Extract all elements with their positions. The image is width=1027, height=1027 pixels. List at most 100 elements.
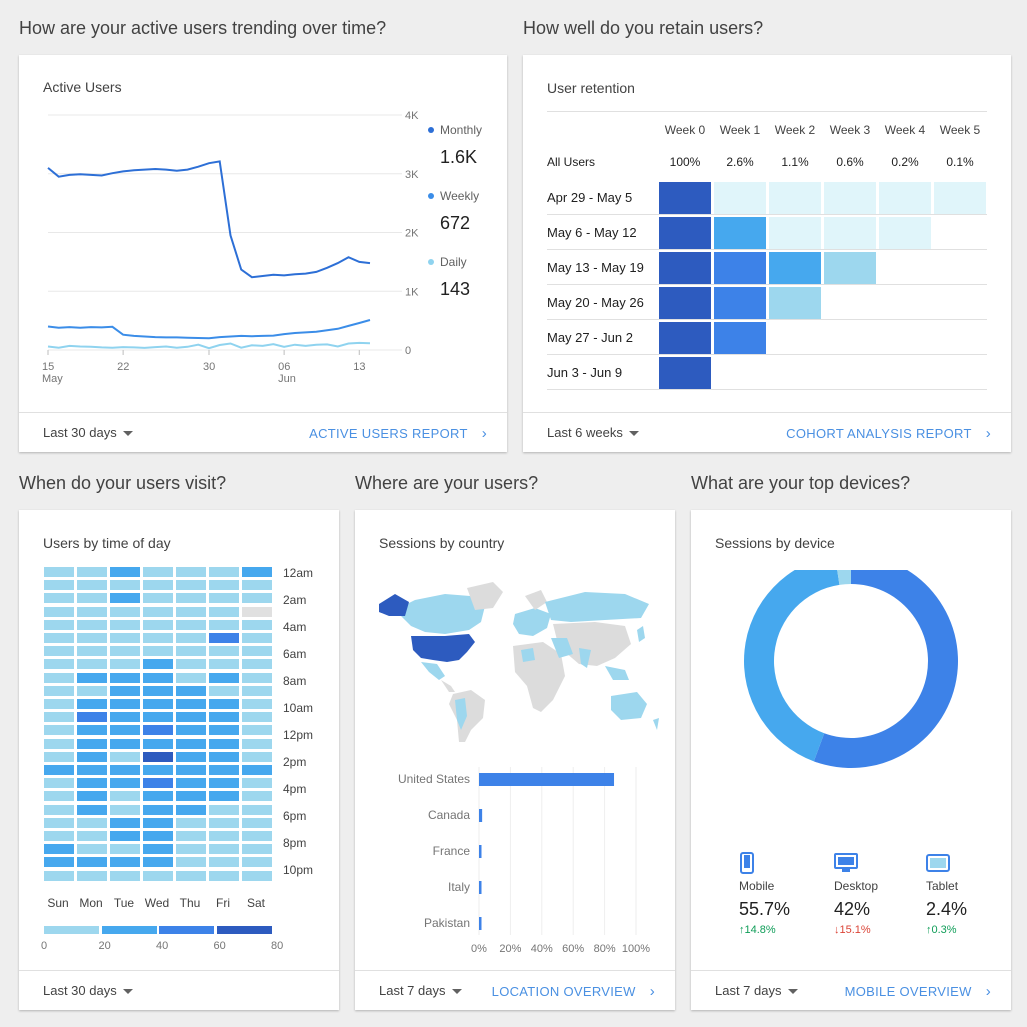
donut-slice-tablet bbox=[837, 570, 851, 585]
heatmap-cell bbox=[77, 831, 107, 841]
heatmap-cell bbox=[209, 672, 239, 683]
heatmap-cell bbox=[143, 870, 173, 881]
heatmap-cell bbox=[143, 817, 173, 828]
heatmap-cell bbox=[176, 778, 206, 789]
heatmap-cell bbox=[110, 804, 140, 815]
heatmap-cell bbox=[242, 831, 272, 841]
heatmap-cell bbox=[77, 580, 107, 591]
mobile-overview-link[interactable]: MOBILE OVERVIEW › bbox=[845, 983, 991, 1000]
series-line-weekly bbox=[47, 319, 371, 340]
heatmap-cell bbox=[176, 580, 206, 591]
heatmap-cell bbox=[77, 699, 107, 709]
retention-cell bbox=[659, 182, 711, 214]
heatmap-cell bbox=[209, 580, 239, 591]
date-range-dropdown[interactable]: Last 7 days bbox=[715, 983, 798, 998]
heatmap-cell bbox=[143, 738, 173, 749]
series-line-monthly bbox=[47, 160, 371, 279]
heatmap-cell bbox=[44, 659, 74, 670]
x-tick-label: 40% bbox=[531, 943, 553, 955]
date-range-dropdown[interactable]: Last 6 weeks bbox=[547, 425, 639, 440]
heatmap-cell bbox=[77, 672, 107, 683]
heatmap-cell bbox=[242, 633, 272, 643]
date-range-dropdown[interactable]: Last 7 days bbox=[379, 983, 462, 998]
heatmap-cell bbox=[77, 633, 107, 643]
heatmap-cell bbox=[77, 593, 107, 604]
retention-cell bbox=[824, 252, 876, 284]
heatmap-cell bbox=[44, 699, 74, 709]
sessions-by-country-bar-chart: 0% 20% 40% 60% 80% 100% United States Canada Fra… bbox=[398, 767, 650, 955]
heatmap-cell bbox=[44, 725, 74, 736]
scale-tick: 0 bbox=[41, 940, 48, 952]
date-range-dropdown[interactable]: Last 30 days bbox=[43, 425, 133, 440]
location-overview-link[interactable]: LOCATION OVERVIEW › bbox=[492, 983, 655, 1000]
heatmap-cell bbox=[209, 738, 239, 749]
heatmap-cell bbox=[44, 580, 74, 591]
date-range-label: Last 6 weeks bbox=[547, 425, 623, 440]
location-card: Sessions by country 0% 20% 40% 60% 80% 100% Un… bbox=[355, 510, 675, 1010]
heatmap-cell bbox=[110, 857, 140, 868]
heatmap-cell bbox=[209, 606, 239, 617]
country-bar bbox=[479, 917, 482, 930]
heatmap-cell bbox=[77, 646, 107, 657]
cohort-label: May 6 - May 12 bbox=[547, 225, 637, 240]
device-percent: 42% bbox=[834, 899, 871, 919]
cohort-label: Apr 29 - May 5 bbox=[547, 190, 633, 205]
retention-cell bbox=[934, 182, 986, 214]
heatmap-cell bbox=[209, 567, 239, 577]
heatmap-cell bbox=[242, 844, 272, 855]
scale-swatch bbox=[216, 926, 272, 934]
heatmap-cell bbox=[77, 791, 107, 802]
heatmap-cell bbox=[209, 751, 239, 762]
hour-label: 6pm bbox=[283, 809, 307, 823]
heatmap-cell bbox=[110, 659, 140, 670]
heatmap-cell bbox=[242, 765, 272, 775]
heatmap-cell bbox=[143, 606, 173, 617]
map-middle-east bbox=[551, 638, 573, 658]
heatmap-cell bbox=[77, 804, 107, 815]
card-footer: Last 7 days LOCATION OVERVIEW › bbox=[355, 970, 675, 1010]
heatmap-cell bbox=[209, 831, 239, 841]
day-label: Tue bbox=[113, 896, 135, 910]
y-tick-label: 2K bbox=[405, 228, 419, 240]
row-divider bbox=[547, 354, 987, 355]
column-header: Week 3 bbox=[829, 123, 871, 137]
caret-down-icon bbox=[122, 431, 133, 437]
heatmap-cell bbox=[110, 844, 140, 855]
device-delta: ↑0.3% bbox=[926, 924, 957, 936]
map-nz bbox=[653, 718, 659, 730]
heatmap-cell bbox=[143, 619, 173, 630]
heatmap-cell bbox=[77, 659, 107, 670]
device-delta: ↓15.1% bbox=[834, 924, 871, 936]
card-title: User retention bbox=[547, 80, 635, 96]
retention-cell bbox=[659, 287, 711, 319]
scale-swatch bbox=[159, 926, 214, 934]
row-divider bbox=[547, 249, 987, 250]
cohort-analysis-report-link[interactable]: COHORT ANALYSIS REPORT › bbox=[786, 425, 991, 442]
legend-label: Daily bbox=[440, 255, 467, 269]
heatmap-cell bbox=[209, 765, 239, 775]
date-range-dropdown[interactable]: Last 30 days bbox=[43, 983, 133, 998]
retention-cell bbox=[659, 217, 711, 249]
heatmap-cell bbox=[209, 804, 239, 815]
heatmap-cell bbox=[242, 817, 272, 828]
heatmap-cell bbox=[77, 619, 107, 630]
heatmap-cell bbox=[44, 672, 74, 683]
heatmap-cell bbox=[143, 672, 173, 683]
heatmap-cell bbox=[143, 844, 173, 855]
heatmap-cell bbox=[176, 659, 206, 670]
active-users-report-link[interactable]: ACTIVE USERS REPORT › bbox=[309, 425, 487, 442]
heatmap-cell bbox=[176, 567, 206, 577]
retention-cell bbox=[714, 217, 766, 249]
heatmap-cell bbox=[209, 857, 239, 868]
scale-swatch bbox=[101, 926, 157, 934]
card-title: Sessions by device bbox=[715, 535, 835, 551]
retention-cell bbox=[769, 252, 821, 284]
legend-value: 672 bbox=[440, 213, 471, 233]
all-users-value: 2.6% bbox=[726, 155, 754, 169]
chevron-right-icon: › bbox=[649, 983, 655, 1000]
map-europe bbox=[513, 608, 551, 636]
country-label: Italy bbox=[448, 880, 470, 894]
series-line-daily bbox=[47, 341, 371, 350]
heatmap-cell bbox=[143, 857, 173, 868]
